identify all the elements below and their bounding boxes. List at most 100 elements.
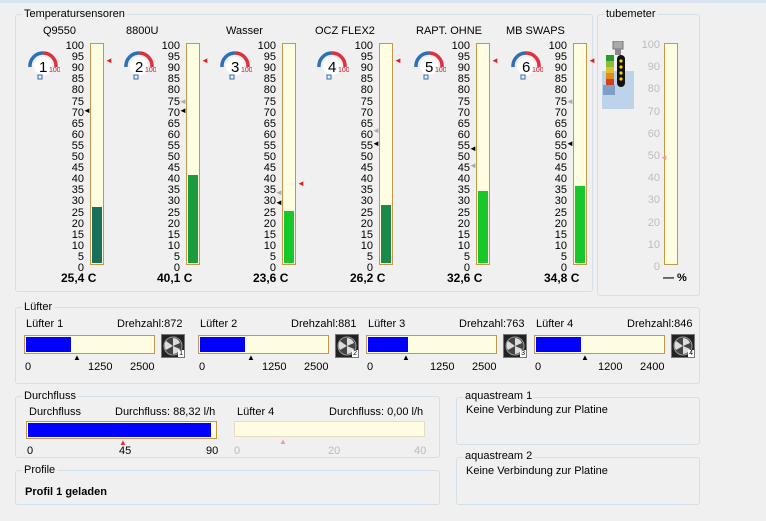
scale-tick: 20 xyxy=(71,217,84,230)
temperature-sensors-group: Temperatursensoren xyxy=(15,8,593,292)
aquastream1-group: aquastream 1 Keine Verbindung zur Platin… xyxy=(456,390,700,445)
fan-speed: Drehzahl:881 xyxy=(291,318,357,330)
fan-icon-number: 4 xyxy=(688,350,694,357)
sensor-bar-fill xyxy=(381,205,391,263)
sensor-scale: 100 95 90 85 80 75 70 65 60 55 50 45 40 35 30 25 20 15 10 5… xyxy=(539,40,567,274)
flow-right-bar xyxy=(234,421,425,437)
sensor-gauge-icon: 3 100 xyxy=(218,45,253,81)
tubemeter-scale-tick: 10 xyxy=(647,238,660,251)
scale-tick: 30 xyxy=(360,195,373,208)
scale-tick: 70 xyxy=(263,106,276,119)
scale-tick: 80 xyxy=(554,84,567,97)
scale-tick: 45 xyxy=(167,162,180,175)
sensor-threshold-marker: ◄ xyxy=(275,188,283,197)
scale-tick: 65 xyxy=(167,117,180,130)
sensor-min-marker: ◄ xyxy=(179,106,187,115)
scale-tick: 35 xyxy=(263,184,276,197)
scale-tick: 65 xyxy=(263,117,276,130)
flow-left-tick-mid: 45 xyxy=(119,445,132,457)
scale-tick: 5 xyxy=(560,250,567,263)
scale-tick: 50 xyxy=(360,151,373,163)
scale-tick: 100 xyxy=(161,40,180,52)
tubemeter-level-marker: ◄ xyxy=(660,153,668,162)
sensor-bar-fill xyxy=(478,191,488,263)
sensor-min-marker: ◄ xyxy=(83,106,91,115)
scale-tick: 60 xyxy=(554,128,567,141)
sensor-min-marker: ◄ xyxy=(566,139,574,148)
fan-speed-fill xyxy=(368,337,408,352)
scale-tick: 60 xyxy=(360,128,373,141)
tubemeter-scale-tick: 70 xyxy=(647,105,660,118)
fan-speed: Drehzahl:763 xyxy=(459,318,525,330)
scale-tick: 95 xyxy=(554,51,567,64)
scale-tick: 65 xyxy=(360,117,373,130)
scale-tick: 95 xyxy=(457,51,470,64)
aquastream2-status: Keine Verbindung zur Platine xyxy=(466,465,608,477)
scale-tick: 50 xyxy=(71,151,84,163)
fan-tick-mid: 1250 xyxy=(430,361,455,373)
scale-tick: 90 xyxy=(71,62,84,75)
fan-tick-mid: 1250 xyxy=(262,361,287,373)
sensor-gauge-icon: 1 100 xyxy=(26,45,61,81)
fan-tick-mid: 1200 xyxy=(598,361,623,373)
sensor-index: 5 xyxy=(425,59,433,76)
scale-tick: 30 xyxy=(263,195,276,208)
flow-group-title: Durchfluss xyxy=(22,390,78,403)
sensor-name: 8800U xyxy=(126,25,159,37)
flow-left-tick-max: 90 xyxy=(206,445,219,457)
scale-tick: 70 xyxy=(360,106,373,119)
scale-tick: 100 xyxy=(548,40,567,52)
window-top-border xyxy=(0,0,766,3)
sensor-name: Q9550 xyxy=(43,25,77,37)
sensor-scale: 100 95 90 85 80 75 70 65 60 55 50 45 40 35 30 25 20 15 10 5… xyxy=(442,40,470,274)
fan-speed-marker: ▲ xyxy=(247,353,255,362)
aquastream2-group: aquastream 2 Keine Verbindung zur Platin… xyxy=(456,450,700,505)
scale-tick: 80 xyxy=(263,84,276,97)
scale-tick: 25 xyxy=(457,206,470,219)
scale-tick: 70 xyxy=(71,106,84,119)
fan-tick-max: 2500 xyxy=(304,361,329,373)
scale-tick: 100 xyxy=(451,40,470,52)
scale-tick: 25 xyxy=(360,206,373,219)
fan-tick-min: 0 xyxy=(199,361,206,373)
scale-tick: 50 xyxy=(167,151,180,163)
sensor-badge-max: 100 xyxy=(241,67,252,74)
sensor-alarm-marker: ◄ xyxy=(491,56,499,65)
scale-tick: 80 xyxy=(457,84,470,97)
scale-tick: 5 xyxy=(173,250,180,263)
temperature-group-title: Temperatursensoren xyxy=(22,8,127,21)
scale-tick: 40 xyxy=(167,173,180,186)
fan-speed-bar xyxy=(366,335,497,354)
aquastream1-title: aquastream 1 xyxy=(463,390,535,403)
flow-right-tick-max: 40 xyxy=(414,445,427,457)
fan-tick-min: 0 xyxy=(367,361,374,373)
scale-tick: 85 xyxy=(554,73,567,86)
sensor-alarm-marker: ◄ xyxy=(394,56,402,65)
fan-speed: Drehzahl:846 xyxy=(627,318,693,330)
scale-tick: 50 xyxy=(457,151,470,163)
fan-speed-bar xyxy=(24,335,155,354)
sensor-name: OCZ FLEX2 xyxy=(315,25,375,37)
scale-tick: 5 xyxy=(366,250,373,263)
fan-speed-fill xyxy=(200,337,245,352)
fan-icon: 2 xyxy=(335,334,359,358)
sensor-scale: 100 95 90 85 80 75 70 65 60 55 50 45 40 35 30 25 20 15 10 5… xyxy=(248,41,276,274)
sensor-bar-fill xyxy=(284,211,294,263)
tubemeter-scale-tick: 80 xyxy=(647,83,660,96)
sensor-scale: 100 95 90 85 80 75 70 65 60 55 50 45 40 35 30 25 20 15 10 5… xyxy=(345,40,373,274)
tubemeter-title: tubemeter xyxy=(604,8,658,21)
flow-left-tick-0: 0 xyxy=(27,445,34,457)
sensor-name: MB SWAPS xyxy=(506,25,565,37)
sensor-min-marker: ◄ xyxy=(469,144,477,153)
scale-tick: 20 xyxy=(167,217,180,230)
sensor-bar xyxy=(573,43,587,265)
sensor-value: 26,2 C xyxy=(350,271,386,285)
sensor-value: 34,8 C xyxy=(544,271,580,285)
scale-tick: 50 xyxy=(554,151,567,163)
scale-tick: 0 xyxy=(560,262,567,274)
scale-tick: 100 xyxy=(354,40,373,52)
fan-name: Lüfter 1 xyxy=(26,318,64,330)
scale-tick: 60 xyxy=(167,128,180,141)
scale-tick: 10 xyxy=(554,239,567,252)
fan-icon-number: 2 xyxy=(352,350,358,357)
